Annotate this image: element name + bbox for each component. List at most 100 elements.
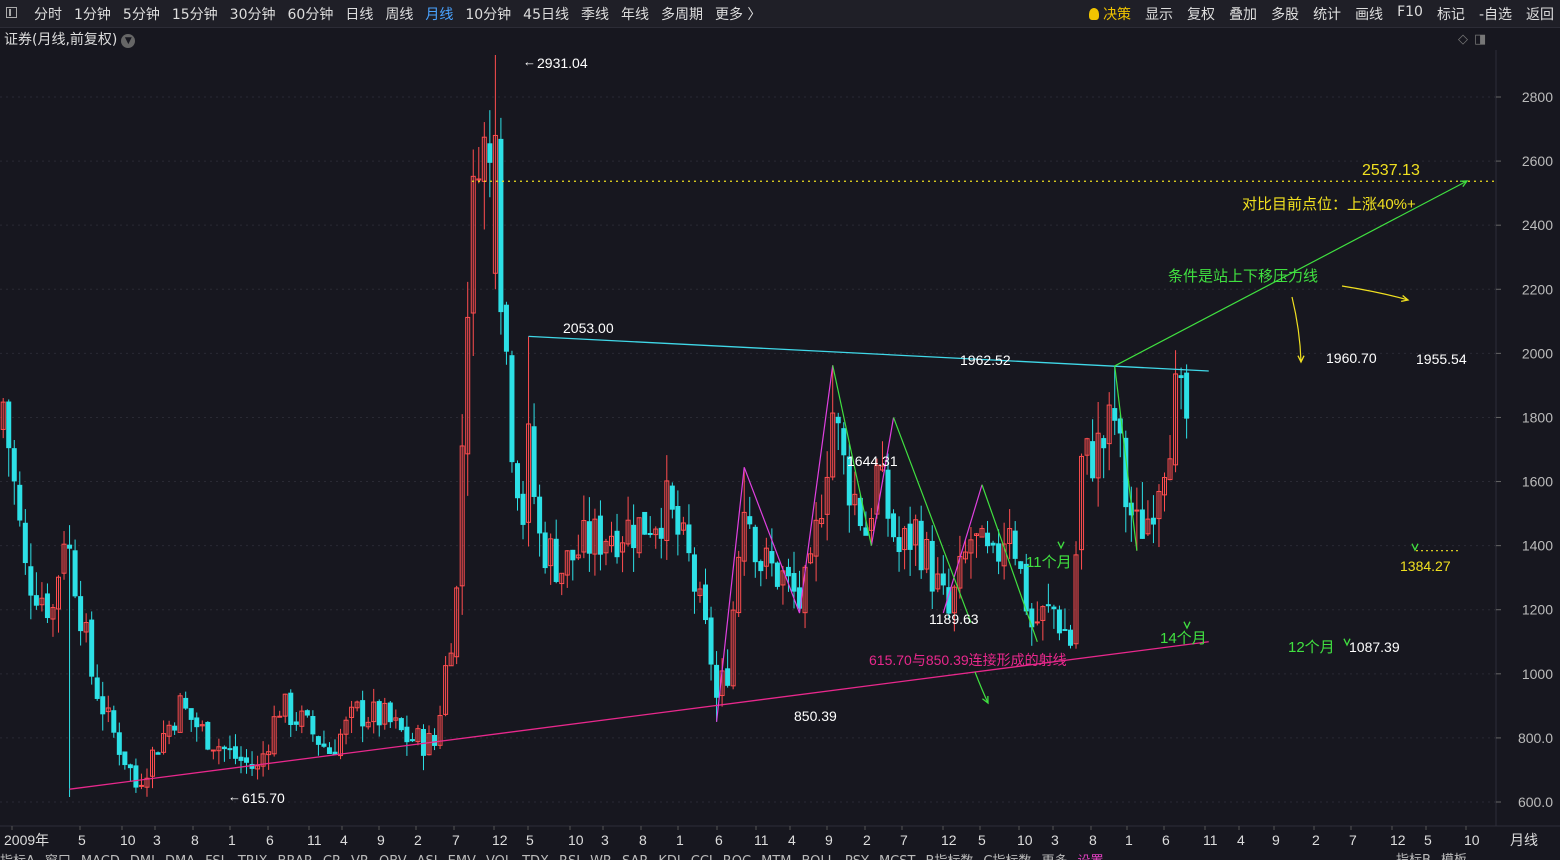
candle[interactable] (105, 695, 111, 723)
candle[interactable] (437, 705, 443, 750)
candle[interactable] (691, 547, 697, 614)
indicator-tab[interactable]: OBV (379, 854, 407, 860)
indicator-tab[interactable]: BRAR (278, 854, 313, 860)
candle[interactable] (293, 712, 299, 731)
candle[interactable] (459, 414, 465, 615)
candle[interactable] (33, 572, 39, 610)
candle[interactable] (1067, 624, 1073, 649)
candle[interactable] (968, 527, 974, 579)
candle[interactable] (725, 649, 731, 688)
diamond-icon[interactable]: ◇ (1458, 32, 1468, 47)
candle[interactable] (852, 471, 858, 516)
indicator-tab[interactable]: SAR (622, 854, 648, 860)
candle[interactable] (924, 531, 930, 574)
candle[interactable] (1045, 583, 1051, 613)
candle[interactable] (133, 758, 139, 793)
candle[interactable] (89, 611, 95, 685)
candle[interactable] (371, 688, 377, 734)
indicator-tab[interactable]: EMV (448, 854, 476, 860)
indicator-tab[interactable]: VR (351, 854, 369, 860)
candle[interactable] (111, 705, 117, 738)
candle[interactable] (11, 439, 17, 505)
candle[interactable] (896, 516, 902, 572)
candle[interactable] (1162, 472, 1167, 512)
candle[interactable] (1150, 495, 1156, 544)
candle[interactable] (443, 656, 449, 717)
candle[interactable] (492, 55, 498, 290)
candle[interactable] (741, 467, 747, 576)
indicator-tab[interactable]: 指标A (0, 854, 35, 860)
period-tab[interactable]: 45日线 (523, 7, 569, 23)
candle[interactable] (172, 722, 178, 736)
candle[interactable] (697, 581, 703, 603)
candle[interactable] (597, 500, 603, 571)
candle[interactable] (1079, 453, 1085, 570)
candle[interactable] (22, 509, 28, 575)
candle[interactable] (78, 580, 84, 646)
candle[interactable] (526, 336, 532, 547)
candle[interactable] (1156, 484, 1162, 548)
candle[interactable] (620, 536, 626, 573)
period-tab[interactable]: 日线 (345, 7, 374, 23)
menu-item[interactable]: 叠加 (1229, 7, 1258, 23)
candle[interactable] (531, 403, 537, 505)
candle[interactable] (199, 720, 205, 732)
candle[interactable] (520, 481, 526, 540)
candle[interactable] (216, 738, 222, 765)
candle[interactable] (1012, 521, 1018, 566)
candle[interactable] (680, 516, 686, 535)
indicator-tab[interactable]: 设置 (1077, 854, 1103, 860)
candle[interactable] (973, 532, 979, 558)
candle[interactable] (586, 497, 592, 572)
period-tab[interactable]: 1分钟 (74, 7, 111, 23)
candle[interactable] (56, 575, 61, 633)
candle[interactable] (581, 495, 587, 559)
candle[interactable] (343, 716, 349, 745)
period-tab[interactable]: 多周期 (660, 7, 703, 23)
candle[interactable] (503, 301, 509, 365)
candle[interactable] (940, 555, 946, 595)
candle[interactable] (177, 692, 183, 733)
indicator-tab[interactable]: BOLL (801, 854, 834, 860)
candle[interactable] (769, 528, 775, 577)
candle[interactable] (658, 507, 664, 559)
candle[interactable] (232, 734, 238, 765)
indicator-tab[interactable]: 窗口 (45, 854, 71, 860)
candle[interactable] (609, 521, 614, 553)
candle[interactable] (1034, 601, 1040, 626)
candle[interactable] (962, 540, 968, 564)
indicator-tab[interactable]: DMA (165, 854, 195, 860)
candle[interactable] (266, 744, 272, 770)
candle[interactable] (332, 739, 338, 755)
menu-item[interactable]: 返回 (1526, 7, 1554, 23)
indicator-tab[interactable]: ASI (417, 854, 438, 860)
candle[interactable] (835, 412, 841, 450)
indicator-tab[interactable]: TRIX (238, 854, 268, 860)
candle[interactable] (6, 399, 12, 477)
candle[interactable] (575, 534, 581, 561)
period-tab[interactable]: 5分钟 (122, 7, 160, 23)
candle[interactable] (819, 494, 825, 528)
candle[interactable] (548, 533, 554, 585)
candle[interactable] (138, 773, 144, 790)
candle[interactable] (653, 526, 659, 549)
candle[interactable] (841, 422, 847, 475)
candle[interactable] (476, 147, 482, 184)
candle[interactable] (1139, 482, 1145, 539)
indicator-tab[interactable]: KDJ (658, 854, 680, 860)
candle[interactable] (420, 724, 426, 771)
candle[interactable] (885, 453, 891, 537)
candle[interactable] (349, 700, 355, 734)
candle[interactable] (1051, 604, 1057, 629)
candle[interactable] (150, 746, 156, 789)
candle[interactable] (304, 709, 310, 718)
indicator-tab[interactable]: RSI (559, 854, 580, 860)
menu-item[interactable]: 复权 (1187, 7, 1216, 23)
candle[interactable] (1112, 365, 1118, 436)
candle[interactable] (387, 700, 393, 728)
candle[interactable] (669, 482, 675, 519)
period-tab[interactable]: 年线 (620, 7, 649, 23)
indicator-tab[interactable]: PSY (845, 854, 869, 860)
candle[interactable] (636, 517, 642, 558)
period-tab[interactable]: 更多 〉 (714, 7, 762, 23)
